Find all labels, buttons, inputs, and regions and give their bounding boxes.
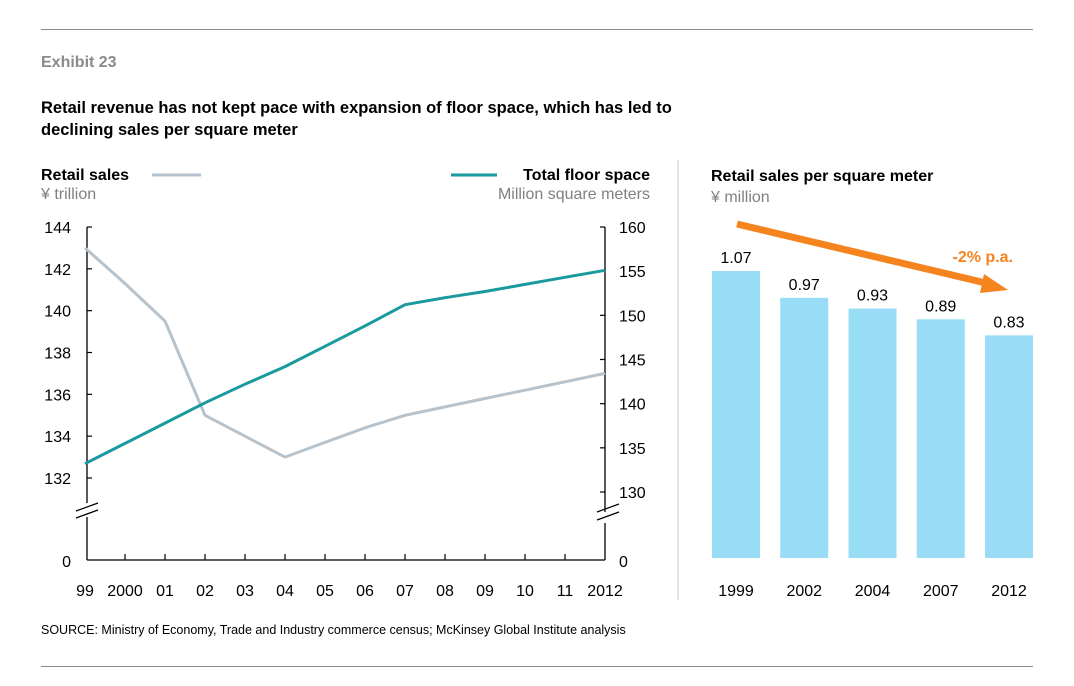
trend-arrow-shaft xyxy=(736,220,991,288)
trend-arrow-head xyxy=(980,274,1008,293)
x-axis-tick-label: 08 xyxy=(436,583,454,600)
bar-2007 xyxy=(916,319,965,558)
right-axis-tick-label: 155 xyxy=(619,264,646,281)
x-axis-tick-label: 2000 xyxy=(107,583,143,600)
x-axis-tick-label: 10 xyxy=(516,583,534,600)
left-axis-tick-label: 134 xyxy=(44,429,71,446)
bar-value-label: 0.83 xyxy=(993,314,1024,331)
left-axis-title: Retail sales xyxy=(41,167,129,184)
x-axis-tick-label: 99 xyxy=(76,583,94,600)
series-line-total-floor-space xyxy=(84,268,606,466)
bar-2012 xyxy=(985,335,1033,558)
bar-value-label: 1.07 xyxy=(720,250,751,267)
page-title: Retail revenue has not kept pace with ex… xyxy=(41,97,801,141)
bar-2002 xyxy=(780,297,829,558)
title-line-2: declining sales per square meter xyxy=(41,121,298,139)
bar-category-label: 2007 xyxy=(923,583,959,600)
right-axis-tick-label: 140 xyxy=(619,397,646,414)
exhibit-label: Exhibit 23 xyxy=(41,54,117,71)
bar-value-label: 0.97 xyxy=(789,277,820,294)
left-axis-tick-label: 138 xyxy=(44,346,71,363)
x-axis-tick-label: 02 xyxy=(196,583,214,600)
x-axis-tick-label: 09 xyxy=(476,583,494,600)
bar-category-label: 2002 xyxy=(786,583,822,600)
left-axis-tick-label: 142 xyxy=(44,262,71,279)
right-axis-unit: Million square meters xyxy=(498,186,650,203)
bar-category-label: 1999 xyxy=(718,583,754,600)
x-axis-tick-label: 05 xyxy=(316,583,334,600)
line-chart-series xyxy=(84,246,606,466)
left-axis-break-mark xyxy=(75,502,99,512)
left-axis-break-mark xyxy=(75,509,99,519)
bar-1999 xyxy=(712,271,760,558)
left-axis-zero-label: 0 xyxy=(62,554,71,571)
right-axis-break-mark xyxy=(596,503,620,513)
x-axis-tick-label: 2012 xyxy=(587,583,623,600)
left-axis-tick-label: 140 xyxy=(44,304,71,321)
left-axis-tick-label: 144 xyxy=(44,220,71,237)
right-axis-zero-label: 0 xyxy=(619,554,628,571)
x-axis-tick-label: 04 xyxy=(276,583,294,600)
right-axis-tick-label: 160 xyxy=(619,220,646,237)
right-axis-tick-label: 145 xyxy=(619,353,646,370)
left-axis-unit: ¥ trillion xyxy=(40,186,96,203)
bar-chart-unit: ¥ million xyxy=(710,189,770,206)
right-axis-tick-label: 150 xyxy=(619,308,646,325)
series-line-retail-sales xyxy=(84,246,606,459)
trend-annotation: -2% p.a. xyxy=(953,249,1013,266)
source-note: SOURCE: Ministry of Economy, Trade and I… xyxy=(41,623,626,637)
bar-2004 xyxy=(848,308,897,558)
bar-chart-title: Retail sales per square meter xyxy=(711,168,933,185)
title-line-1: Retail revenue has not kept pace with ex… xyxy=(41,99,672,117)
left-axis-tick-label: 136 xyxy=(44,387,71,404)
right-axis-tick-label: 135 xyxy=(619,441,646,458)
right-axis-break-mark xyxy=(596,511,620,521)
bottom-rule xyxy=(41,666,1033,667)
line-chart-axes: 144 142 140 138 136 134 132 0 160 155 150 145 140 135… xyxy=(44,220,646,600)
top-rule xyxy=(41,29,1033,30)
right-axis-title: Total floor space xyxy=(523,167,650,184)
bar-category-label: 2004 xyxy=(855,583,891,600)
x-axis-tick-label: 06 xyxy=(356,583,374,600)
bar-value-label: 0.89 xyxy=(925,298,956,315)
bar-chart-bars: 1.07 1999 0.97 2002 0.93 2004 0.89 2007 0.83 2012 xyxy=(712,250,1033,600)
bar-category-label: 2012 xyxy=(991,583,1027,600)
left-axis-tick-label: 132 xyxy=(44,471,71,488)
right-axis-tick-label: 130 xyxy=(619,485,646,502)
x-axis-tick-label: 11 xyxy=(557,583,574,600)
x-axis-tick-label: 07 xyxy=(396,583,414,600)
x-axis-tick-label: 01 xyxy=(156,583,174,600)
x-axis-tick-label: 03 xyxy=(236,583,254,600)
bar-value-label: 0.93 xyxy=(857,288,888,305)
trend-arrow xyxy=(736,220,1008,293)
